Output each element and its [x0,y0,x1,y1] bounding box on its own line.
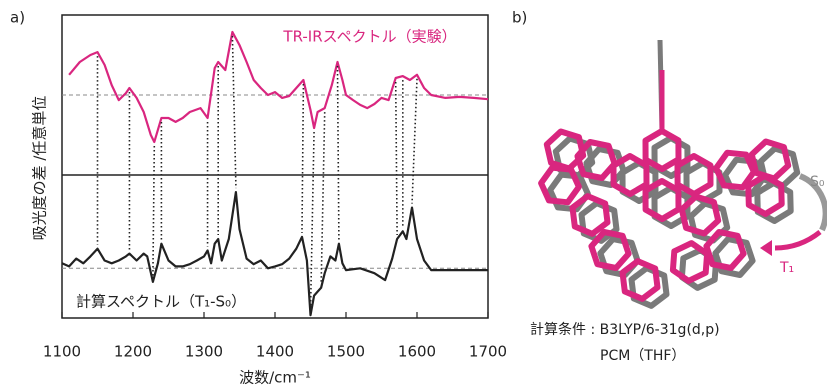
conditions: PCM（THF） [600,348,685,364]
peak-link [302,84,303,233]
ring [573,196,608,234]
ring [678,156,711,194]
x-tick-label: 1700 [469,343,507,361]
ring [547,132,583,169]
figure: a) b) 吸光度の差 /任意単位 S₀ T₁ 計算条件 : B3LYP/6-3… [0,0,827,389]
peak-link [232,36,236,188]
spectrum-label: 計算スペクトル（T₁-S₀） [76,293,246,311]
ring [623,261,658,299]
ring [646,131,679,169]
peak-link [321,112,325,284]
x-tick-label: 1400 [256,343,294,361]
x-tick-label: 1300 [185,343,223,361]
ring [600,239,637,275]
x-tick-label: 1100 [43,343,81,361]
x-tick-label: 1500 [327,343,365,361]
ring [646,181,679,219]
state-label: T₁ [779,260,794,276]
panel-label: b) [512,9,527,27]
peak-link [412,79,417,204]
ring [706,232,743,268]
conditions: 計算条件 : B3LYP/6-31g(d,p) [530,321,720,338]
x-axis-label: 波数/cm⁻¹ [239,369,311,387]
plot-frame [62,15,488,318]
t1-arrowhead [760,240,772,256]
peak-link [396,82,397,235]
peak-link [311,132,315,311]
spectrum-line [69,32,488,142]
state-label: S₀ [810,174,825,190]
ring [715,239,752,275]
t1-arrow [775,232,820,248]
x-tick-label: 1200 [114,343,152,361]
y-axis-label: 吸光度の差 /任意単位 [31,96,49,241]
spectrum-label: TR-IRスペクトル（実験） [282,28,456,46]
molecule [541,40,797,306]
ring [673,243,707,281]
x-tick-label: 1600 [398,343,436,361]
peak-link [337,66,338,240]
peak-link [153,146,154,278]
panel-label: a) [10,9,25,27]
ring [632,268,667,306]
